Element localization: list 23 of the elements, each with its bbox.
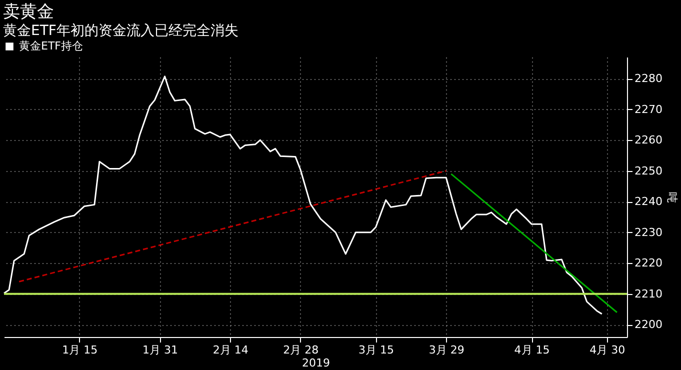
x-tick-label: 1月 15 <box>62 344 98 356</box>
y-tick-label: 2260 <box>634 134 662 147</box>
legend-label: 黄金ETF持仓 <box>19 40 83 52</box>
y-axis-title: 吨 <box>665 192 678 203</box>
y-tick-label: 2230 <box>634 226 662 239</box>
x-tick-label: 3月 15 <box>358 344 394 356</box>
y-tick-label: 2280 <box>634 72 662 86</box>
x-tick-label: 1月 31 <box>142 344 178 356</box>
chart-title: 卖黄金 <box>3 2 54 22</box>
y-tick-label: 2270 <box>634 102 662 116</box>
line-series <box>3 76 603 315</box>
x-axis-title: 2019 <box>302 356 330 370</box>
x-tick-label: 4月 15 <box>514 344 550 356</box>
x-tick-label: 2月 14 <box>212 344 248 356</box>
x-tick-label: 2月 28 <box>283 344 319 356</box>
y-tick-label: 2240 <box>634 195 662 208</box>
x-tick-label: 3月 29 <box>428 344 464 356</box>
y-tick-label: 2200 <box>634 318 662 332</box>
chart-subtitle: 黄金ETF年初的资金流入已经完全消失 <box>3 23 238 39</box>
x-tick-label: 4月 30 <box>590 344 626 356</box>
y-tick-label: 2220 <box>634 256 662 270</box>
y-tick-label: 2210 <box>634 287 662 300</box>
y-tick-label: 2250 <box>634 164 662 178</box>
